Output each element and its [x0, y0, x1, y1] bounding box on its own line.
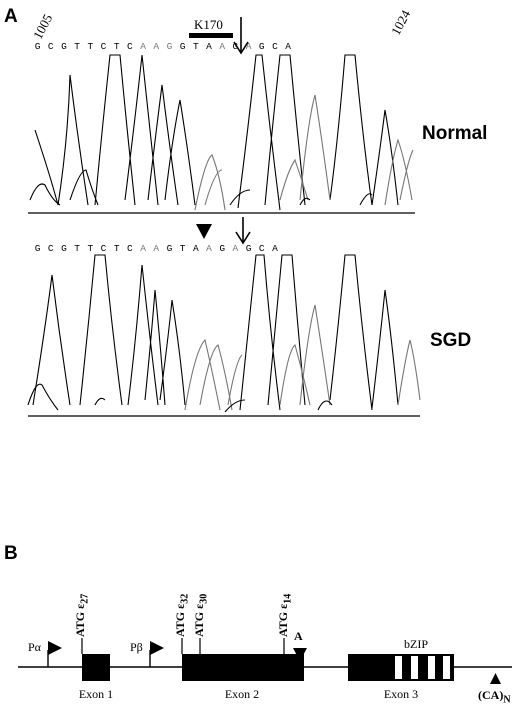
bzip-label: bZIP	[404, 637, 428, 651]
sgd-base: C	[258, 243, 265, 254]
panel-a-label: A	[4, 6, 18, 27]
normal-base: A	[219, 41, 226, 52]
sgd-trace-label: SGD	[430, 330, 472, 351]
normal-base: C	[127, 41, 133, 52]
normal-base: A	[153, 41, 160, 52]
sgd-base: G	[34, 243, 41, 254]
exon-1-label: Exon 1	[78, 687, 114, 701]
sgd-base: A	[206, 243, 212, 254]
atg-27-label: ATG ε27	[73, 593, 91, 637]
sgd-base: G	[245, 243, 252, 254]
panel-b-label: B	[4, 543, 18, 564]
bzip-stripe	[411, 656, 418, 679]
normal-base: C	[100, 41, 107, 52]
normal-base: T	[74, 41, 80, 52]
normal-base: C	[47, 41, 54, 52]
sgd-base: A	[272, 243, 278, 254]
normal-base: G	[232, 41, 239, 52]
sgd-base: A	[140, 243, 146, 254]
sgd-base: C	[100, 243, 107, 254]
mutation-marker-triangle	[293, 648, 307, 661]
exon-2-label: Exon 2	[224, 687, 260, 701]
normal-base: T	[113, 41, 120, 52]
ca-repeat-triangle	[490, 673, 501, 684]
normal-base: A	[285, 41, 291, 52]
promoter-beta-label: Pβ	[130, 640, 143, 654]
exon-3-box	[348, 654, 454, 681]
atg-32-label: ATG ε32	[173, 593, 191, 637]
sgd-base: T	[113, 243, 120, 254]
mutation-marker-label: A	[294, 629, 303, 643]
bzip-stripe	[443, 656, 450, 679]
sgd-base: G	[61, 243, 67, 254]
bzip-stripe	[395, 656, 402, 679]
normal-base: A	[206, 41, 212, 52]
normal-base: T	[192, 41, 199, 52]
normal-base: T	[87, 41, 94, 52]
exon-2-box	[182, 654, 304, 681]
k170-label: K170	[194, 17, 223, 32]
exon-3-label: Exon 3	[383, 687, 419, 701]
normal-base: G	[179, 41, 186, 52]
normal-base: G	[34, 41, 41, 52]
promoter-alpha-arrow	[47, 641, 62, 667]
sgd-base: A	[192, 243, 199, 254]
exon-1-box	[82, 654, 110, 681]
ca-repeat-label: (CA)N	[478, 688, 511, 706]
atg-30-label: ATG ε30	[192, 593, 210, 637]
normal-base: G	[258, 41, 265, 52]
normal-base: A	[245, 41, 252, 52]
sgd-splice-arrow	[235, 217, 251, 245]
sgd-base: T	[87, 243, 94, 254]
normal-base: A	[140, 41, 146, 52]
normal-chromatogram	[29, 54, 414, 211]
promoter-beta-arrow	[149, 641, 164, 667]
k170-bar	[189, 33, 233, 38]
sgd-base: G	[166, 243, 173, 254]
normal-base: G	[166, 41, 173, 52]
sgd-base: G	[219, 243, 226, 254]
normal-base: C	[272, 41, 278, 52]
normal-splice-arrow	[233, 17, 249, 55]
sgd-chromatogram	[27, 254, 421, 413]
promoter-alpha-label: Pα	[28, 640, 41, 654]
sgd-base: A	[232, 243, 239, 254]
atg-14-label: ATG ε14	[276, 593, 294, 637]
deletion-arrowhead	[196, 224, 212, 239]
normal-base: G	[61, 41, 67, 52]
bzip-stripe	[428, 656, 435, 679]
sgd-base: T	[179, 243, 186, 254]
sgd-base: C	[47, 243, 54, 254]
sgd-base: C	[127, 243, 133, 254]
normal-trace-label: Normal	[422, 123, 488, 144]
sgd-base: T	[74, 243, 80, 254]
sgd-base: A	[153, 243, 160, 254]
